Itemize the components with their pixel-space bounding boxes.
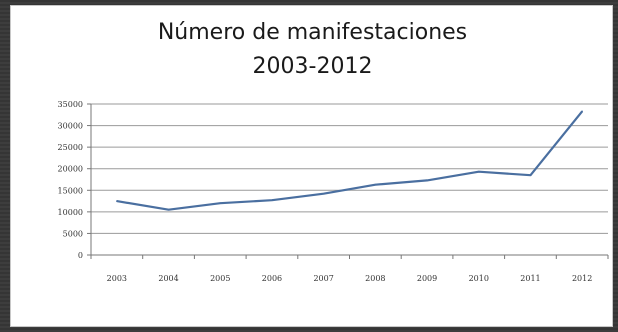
x-tick-label: 2007 <box>313 274 333 283</box>
line-chart: 0 5000 10000 15000 20000 25000 30000 35000 2003 2… <box>58 100 609 283</box>
data-point <box>529 174 532 176</box>
x-tick-label: 2003 <box>107 274 127 283</box>
series-line <box>116 110 584 211</box>
data-point <box>374 183 377 186</box>
x-tick-label: 2004 <box>158 274 178 283</box>
chart-title: Número de manifestaciones <box>157 20 468 45</box>
data-point <box>219 202 222 205</box>
data-point <box>322 192 325 195</box>
x-tick-label: 2006 <box>262 274 282 283</box>
data-point <box>581 110 583 113</box>
y-tick-label: 5000 <box>63 229 83 238</box>
x-tick-label: 2011 <box>520 274 540 283</box>
chart-subtitle: 2003-2012 <box>252 54 373 79</box>
x-tick-label: 2005 <box>210 274 230 283</box>
data-point <box>426 179 428 182</box>
data-point <box>167 208 170 211</box>
y-tick-label: 35000 <box>58 100 83 109</box>
y-tick-label: 10000 <box>58 208 83 217</box>
data-point <box>477 170 480 173</box>
y-tick-label: 15000 <box>58 186 83 195</box>
data-point <box>116 200 118 202</box>
y-tick-label: 25000 <box>58 143 83 152</box>
y-tick-label: 0 <box>78 251 83 260</box>
y-tick-label: 30000 <box>58 122 83 131</box>
x-tick-label: 2012 <box>572 274 592 283</box>
y-tick-label: 20000 <box>58 165 83 174</box>
x-tick-label: 2009 <box>417 274 437 283</box>
x-tick-label: 2010 <box>469 274 489 283</box>
chart-card: Número de manifestaciones 2003-2012 0 500… <box>10 5 613 327</box>
x-tick-label: 2008 <box>365 274 385 283</box>
data-point <box>271 199 273 202</box>
